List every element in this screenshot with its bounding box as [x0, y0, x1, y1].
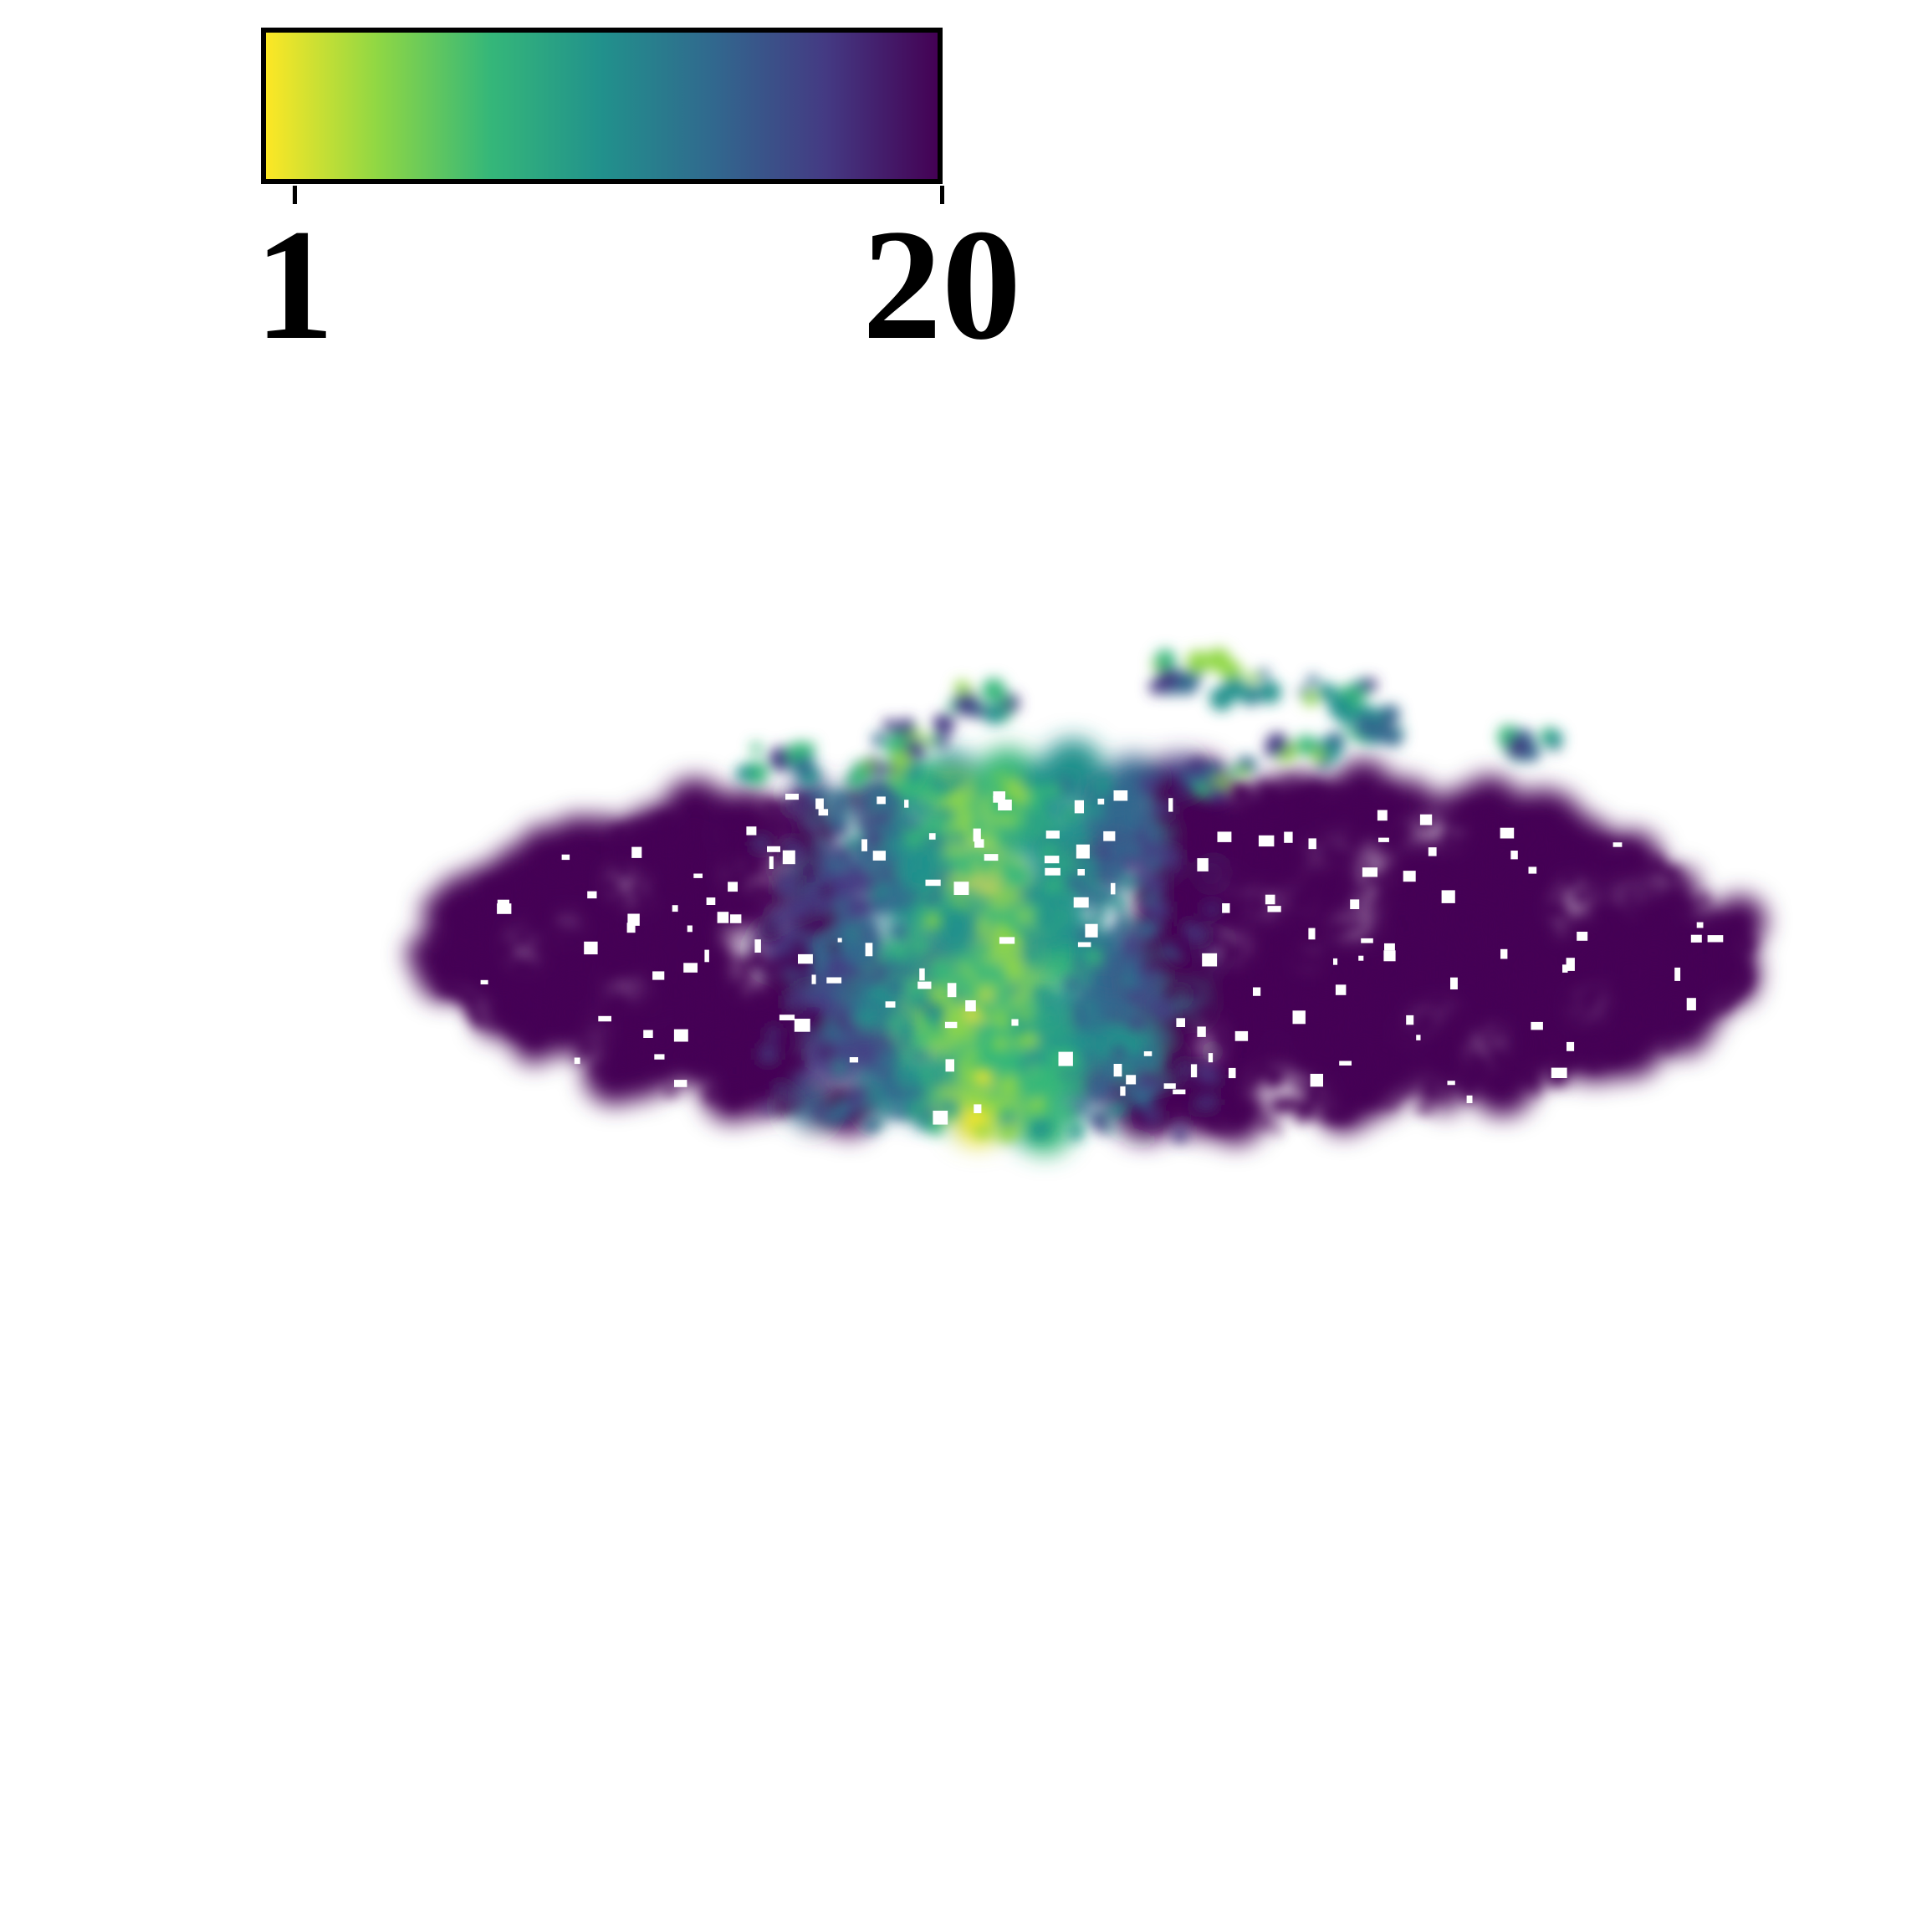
colorbar-tick-max — [940, 186, 944, 204]
colorbar-tick-min — [293, 186, 297, 204]
colorbar-label-max: 20 — [862, 197, 1021, 373]
density-map — [406, 647, 1766, 1154]
colorbar-label-min: 1 — [254, 197, 335, 373]
colorbar — [261, 28, 943, 184]
